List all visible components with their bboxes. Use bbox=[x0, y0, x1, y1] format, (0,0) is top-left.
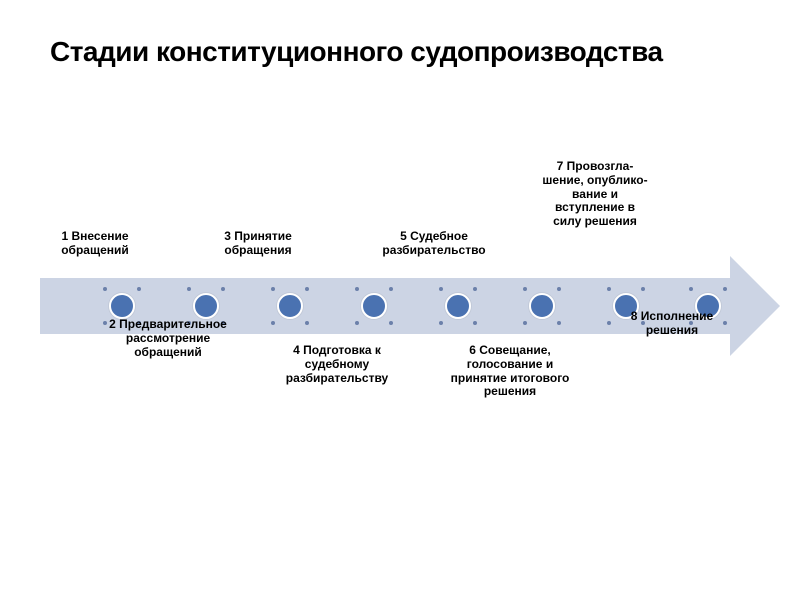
step-circle-2 bbox=[193, 293, 219, 319]
step-label-2: 2 Предварительное рассмотрение обращений bbox=[104, 318, 232, 359]
step-label-8: 8 Исполнение решения bbox=[624, 310, 720, 338]
step-label-7: 7 Провозгла-шение, опублико-вание и всту… bbox=[540, 160, 650, 229]
step-label-4: 4 Подготовка к судебному разбирательству bbox=[262, 344, 412, 385]
step-circle-4 bbox=[361, 293, 387, 319]
step-circle-6 bbox=[529, 293, 555, 319]
step-circle-5 bbox=[445, 293, 471, 319]
step-label-5: 5 Судебное разбирательство bbox=[364, 230, 504, 258]
step-circle-1 bbox=[109, 293, 135, 319]
step-label-6: 6 Совещание, голосование и принятие итог… bbox=[440, 344, 580, 399]
page-title: Стадии конституционного судопроизводства bbox=[50, 36, 663, 68]
step-label-3: 3 Принятие обращения bbox=[208, 230, 308, 258]
step-label-1: 1 Внесение обращений bbox=[50, 230, 140, 258]
step-circle-3 bbox=[277, 293, 303, 319]
